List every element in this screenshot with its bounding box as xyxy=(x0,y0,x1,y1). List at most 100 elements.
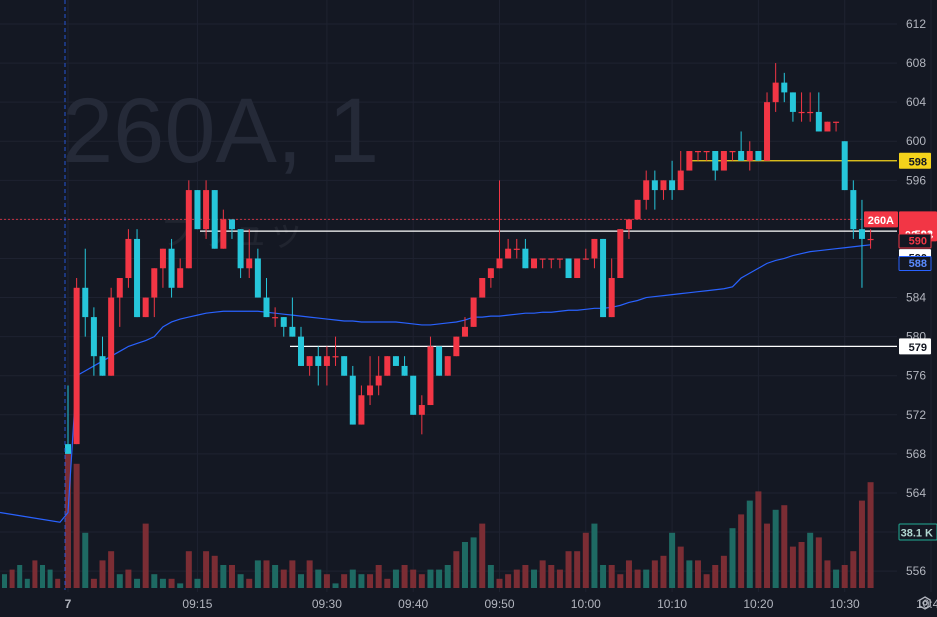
volume-bar xyxy=(358,574,365,588)
volume-bar xyxy=(858,500,865,588)
volume-bar xyxy=(496,578,503,588)
settings-icon[interactable] xyxy=(919,596,931,610)
volume-bar xyxy=(677,546,684,588)
time-tick-label: 10:00 xyxy=(571,597,601,611)
candle-body xyxy=(496,258,503,269)
volume-bar xyxy=(427,569,434,588)
candle-body xyxy=(772,82,779,103)
candle-body xyxy=(168,248,175,288)
time-tick-label: 10:20 xyxy=(743,597,773,611)
candle-body xyxy=(703,151,710,153)
volume-bar xyxy=(392,569,399,588)
time-axis[interactable]: 7 09:15 09:30 09:40 09:50 10:00 10:10 10:20 10:3… xyxy=(65,597,937,611)
candle-body xyxy=(807,111,814,114)
volume-bar xyxy=(436,569,443,588)
volume-bar xyxy=(789,546,796,588)
volume-bar xyxy=(272,565,279,588)
volume-bar xyxy=(32,560,38,588)
volume-bar xyxy=(798,542,805,588)
candle-body xyxy=(643,180,650,200)
candle-body xyxy=(367,385,374,396)
candle-body xyxy=(556,258,563,260)
candle-body xyxy=(738,151,745,161)
candle-body xyxy=(272,317,279,319)
candle-body xyxy=(185,190,192,269)
volume-bar xyxy=(729,528,736,588)
volume-bar xyxy=(332,583,339,588)
candle-body xyxy=(99,356,106,376)
volume-bar xyxy=(815,537,822,588)
volume-bar xyxy=(246,578,253,588)
candle-body xyxy=(548,258,555,260)
candle-body xyxy=(151,268,158,298)
price-tick-label: 576 xyxy=(906,369,926,383)
volume-bar xyxy=(617,574,624,588)
candle-body xyxy=(625,219,632,230)
candle-body xyxy=(211,190,218,249)
ticker-tag-bg xyxy=(864,211,898,228)
candle-body xyxy=(729,151,736,153)
level-579-tag: 579 xyxy=(909,342,927,354)
volume-bar xyxy=(764,523,771,588)
volume-bar xyxy=(461,542,468,588)
volume-bar xyxy=(539,560,546,588)
time-tick-label: 09:30 xyxy=(312,597,342,611)
volume-bar xyxy=(703,574,710,588)
candle-body xyxy=(134,238,141,318)
volume-bar xyxy=(125,569,132,588)
price-axis[interactable]: 6126086046005965925885845805765725685645… xyxy=(906,17,926,578)
volume-bar xyxy=(548,565,555,588)
volume-bar xyxy=(470,537,477,588)
candle-body xyxy=(341,356,348,376)
candle-body xyxy=(600,238,607,318)
volume-bar xyxy=(177,583,184,588)
candle-body xyxy=(65,444,71,454)
candle-body xyxy=(108,297,115,376)
candle-body xyxy=(720,151,727,171)
candle-body xyxy=(539,258,546,260)
candle-body xyxy=(867,238,874,241)
volume-bar xyxy=(280,569,287,588)
ma-value-tag-bg xyxy=(898,255,932,271)
volume-bar xyxy=(850,551,857,588)
candle-body xyxy=(444,356,451,376)
candle-body xyxy=(858,229,865,239)
candle-body xyxy=(798,111,805,114)
candle-body xyxy=(410,375,417,415)
volume-bar xyxy=(738,514,745,588)
price-tick-label: 600 xyxy=(906,134,926,148)
candle-body xyxy=(479,278,486,298)
volume-bars xyxy=(2,450,874,588)
price-tick-label: 572 xyxy=(906,408,926,422)
candle-body xyxy=(712,151,719,171)
candle-body xyxy=(565,258,572,279)
candle-body xyxy=(392,356,399,366)
candle-body xyxy=(159,248,166,269)
volume-value-tag: 38.1 K xyxy=(901,528,933,540)
volume-bar xyxy=(47,569,53,588)
prev-close-tag: 590 xyxy=(909,236,927,248)
candle-body xyxy=(228,219,235,230)
candle-body xyxy=(651,180,658,191)
volume-bar xyxy=(298,574,305,588)
candle-body xyxy=(332,356,339,358)
candle-body xyxy=(833,121,840,123)
volume-bar xyxy=(574,551,581,588)
candle-body xyxy=(660,180,667,191)
volume-bar xyxy=(712,565,719,588)
volume-bar xyxy=(401,565,408,588)
volume-bar xyxy=(367,574,374,588)
volume-bar xyxy=(185,551,192,588)
volume-bar xyxy=(9,569,15,588)
volume-bar xyxy=(323,574,330,588)
candles xyxy=(65,63,874,454)
volume-bar xyxy=(479,523,486,588)
price-tick-label: 584 xyxy=(906,291,926,305)
candle-body xyxy=(505,248,512,259)
price-tick-label: 612 xyxy=(906,17,926,31)
volume-bar xyxy=(418,574,425,588)
volume-bar xyxy=(505,574,512,588)
volume-bar xyxy=(781,505,788,588)
volume-value-tag-bg xyxy=(898,523,937,541)
